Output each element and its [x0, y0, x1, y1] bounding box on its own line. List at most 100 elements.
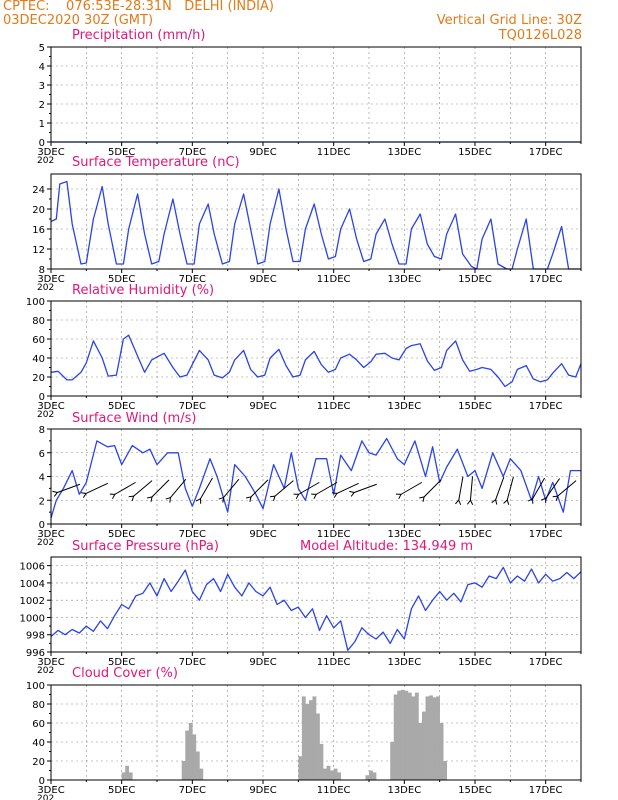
cloud-bar — [432, 697, 437, 780]
cloud-bar — [298, 756, 303, 780]
wind-ytick-label: 0 — [39, 520, 45, 531]
header-station: CPTEC: 076:53E-28:31N DELHI (INDIA) — [3, 0, 274, 14]
wind-xtick-label: 13DEC — [387, 529, 421, 540]
wind-ytick-label: 2 — [39, 496, 45, 507]
wind-title: Surface Wind (m/s) — [72, 411, 197, 426]
wind-xtick-label: 17DEC — [529, 529, 563, 540]
cloud-bar — [323, 768, 327, 780]
cloud-ytick-label: 100 — [26, 681, 45, 692]
temp-xtick-label: 15DEC — [458, 274, 492, 285]
cloud-frame — [50, 684, 582, 781]
cloud-bar — [333, 768, 338, 780]
wind-arrow-head — [419, 496, 425, 502]
temp-xtick-label: 3DEC — [37, 274, 64, 285]
cloud-bar — [439, 723, 444, 780]
pressure-ytick-label: 1006 — [20, 562, 45, 573]
cloud-bar — [397, 690, 402, 780]
cloud-bar — [372, 772, 377, 780]
cloud-bar — [436, 696, 440, 780]
cloud-bar — [195, 751, 200, 780]
cloud-bar — [316, 713, 320, 780]
temp-title: Surface Temperature (nC) — [72, 155, 240, 170]
pressure-xtick-label: 9DEC — [249, 657, 276, 668]
cloud-ytick-label: 60 — [32, 719, 45, 730]
pressure-series-line — [50, 566, 582, 651]
cloud-bar — [393, 694, 398, 780]
humidity-ytick-label: 60 — [32, 335, 45, 346]
humidity-year-stub: 202 — [37, 410, 54, 420]
wind-arrow — [170, 478, 187, 498]
wind-arrow-head — [293, 493, 300, 500]
cloud-xtick-label: 13DEC — [387, 785, 421, 796]
header-model-id: TQ0126L028 — [498, 28, 582, 43]
cloud-xtick-label: 3DEC — [37, 785, 64, 796]
wind-arrow-head — [349, 490, 356, 497]
wind-arrow-head — [466, 499, 474, 505]
pressure-altitude-label: Model Altitude: 134.949 m — [300, 539, 474, 554]
wind-arrow — [315, 481, 338, 495]
wind-arrow-head — [81, 492, 87, 498]
wind-arrow — [250, 479, 269, 498]
pressure-ytick-label: 996 — [26, 648, 45, 659]
wind-arrow-head — [109, 493, 116, 500]
wind-arrow-head — [331, 492, 338, 498]
cloud-bar — [407, 692, 412, 780]
wind-ytick-label: 4 — [39, 473, 45, 484]
wind-arrow — [545, 478, 561, 499]
precip-xtick-label: 13DEC — [387, 147, 421, 158]
wind-arrow-head — [527, 497, 534, 504]
wind-arrow — [423, 479, 442, 498]
wind-xtick-label: 3DEC — [37, 529, 64, 540]
wind-frame — [50, 428, 582, 525]
wind-arrow — [557, 480, 577, 497]
temp-xtick-label: 9DEC — [249, 274, 276, 285]
wind-arrow-head — [165, 496, 172, 503]
temp-year-stub: 202 — [37, 283, 54, 293]
temp-series-line — [50, 180, 581, 270]
cloud-bar — [308, 700, 313, 780]
pressure-ytick-label: 1000 — [20, 613, 45, 624]
cloud-bar — [330, 770, 334, 780]
humidity-xtick-label: 11DEC — [317, 401, 351, 412]
temp-ytick-label: 12 — [32, 245, 45, 256]
wind-xtick-label: 5DEC — [108, 529, 135, 540]
wind-arrow-head — [552, 495, 559, 502]
cloud-xtick-label: 17DEC — [529, 785, 563, 796]
pressure-xtick-label: 15DEC — [458, 657, 492, 668]
pressure-ytick-label: 1004 — [20, 579, 45, 590]
wind-xtick-label: 9DEC — [249, 529, 276, 540]
wind-arrow — [400, 481, 423, 495]
humidity-xtick-label: 5DEC — [108, 401, 135, 412]
wind-arrow-head — [455, 499, 462, 506]
wind-arrow-head — [245, 496, 252, 502]
wind-arrow — [85, 482, 109, 494]
humidity-xtick-label: 7DEC — [179, 401, 206, 412]
cloud-bar — [326, 765, 331, 780]
wind-arrow — [223, 478, 240, 498]
wind-arrow-head — [311, 493, 318, 500]
precip-ytick-label: 3 — [39, 81, 45, 92]
wind-arrow — [354, 483, 377, 493]
wind-arrow-head — [147, 496, 153, 502]
precip-ytick-label: 5 — [39, 43, 45, 54]
pressure-title: Surface Pressure (hPa) — [72, 539, 219, 554]
cloud-bar — [121, 772, 126, 780]
temp-ytick-label: 8 — [39, 265, 45, 276]
wind-arrow — [458, 476, 464, 501]
precip-ytick-label: 1 — [39, 119, 45, 130]
wind-arrow-head — [195, 497, 202, 504]
precip-ytick-label: 0 — [39, 138, 45, 149]
cloud-bar — [128, 772, 133, 780]
temp-frame — [50, 173, 582, 270]
humidity-xtick-label: 3DEC — [37, 401, 64, 412]
humidity-ytick-label: 40 — [32, 354, 45, 365]
cloud-xtick-label: 11DEC — [317, 785, 351, 796]
wind-arrow — [506, 476, 514, 501]
cloud-ytick-label: 40 — [32, 738, 45, 749]
wind-arrow-head — [269, 495, 276, 502]
cloud-bar — [418, 723, 423, 780]
precip-ytick-label: 2 — [39, 100, 45, 111]
cloud-bar — [390, 742, 395, 780]
cloud-panel: 0 20 40 60 80 100 3DEC 5DEC 7DEC 9DEC 11DEC 13DEC 15… — [26, 681, 582, 800]
cloud-bar — [414, 692, 419, 780]
